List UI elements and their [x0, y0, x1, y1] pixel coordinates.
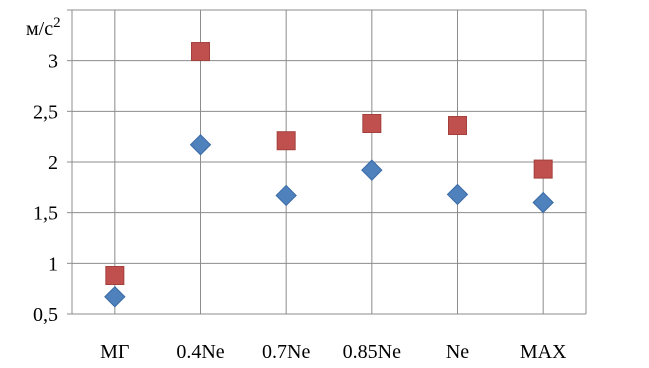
square-marker: [448, 116, 467, 136]
x-tick-label: МГ: [100, 341, 129, 363]
square-marker: [191, 42, 210, 62]
axis: [67, 9, 586, 315]
y-tick-label: 2: [48, 152, 58, 174]
diamond-marker: [104, 286, 126, 308]
x-tick-label: MAX: [520, 341, 567, 363]
square-marker: [276, 131, 296, 151]
square-marker: [105, 265, 125, 285]
y-tick-labels: 0,5 1 1,5 2 2,5 3: [33, 51, 58, 326]
diamond-marker: [532, 191, 554, 214]
diamond-marker: [446, 183, 469, 206]
y-tick-label: 1: [48, 253, 58, 275]
diamond-marker: [275, 184, 297, 207]
y-tick-label: 0,5: [33, 304, 58, 326]
x-tick-label: Ne: [446, 341, 469, 363]
x-tick-label: 0.4Ne: [176, 341, 224, 363]
diamond-marker: [189, 134, 212, 156]
y-tick-label: 3: [48, 51, 58, 73]
y-tick-label: 1,5: [33, 203, 58, 225]
square-marker: [362, 113, 382, 133]
x-tick-label: 0.7Ne: [262, 341, 310, 363]
y-tick-label: 2,5: [33, 101, 58, 123]
grid: [72, 9, 587, 315]
diamond-marker: [361, 159, 383, 181]
unit-label: м/с2: [26, 15, 61, 40]
square-marker: [533, 159, 553, 179]
data-points: [104, 42, 554, 308]
x-tick-label: 0.85Ne: [343, 341, 401, 363]
x-tick-labels: МГ 0.4Ne 0.7Ne 0.85Ne Ne MAX: [100, 341, 567, 363]
